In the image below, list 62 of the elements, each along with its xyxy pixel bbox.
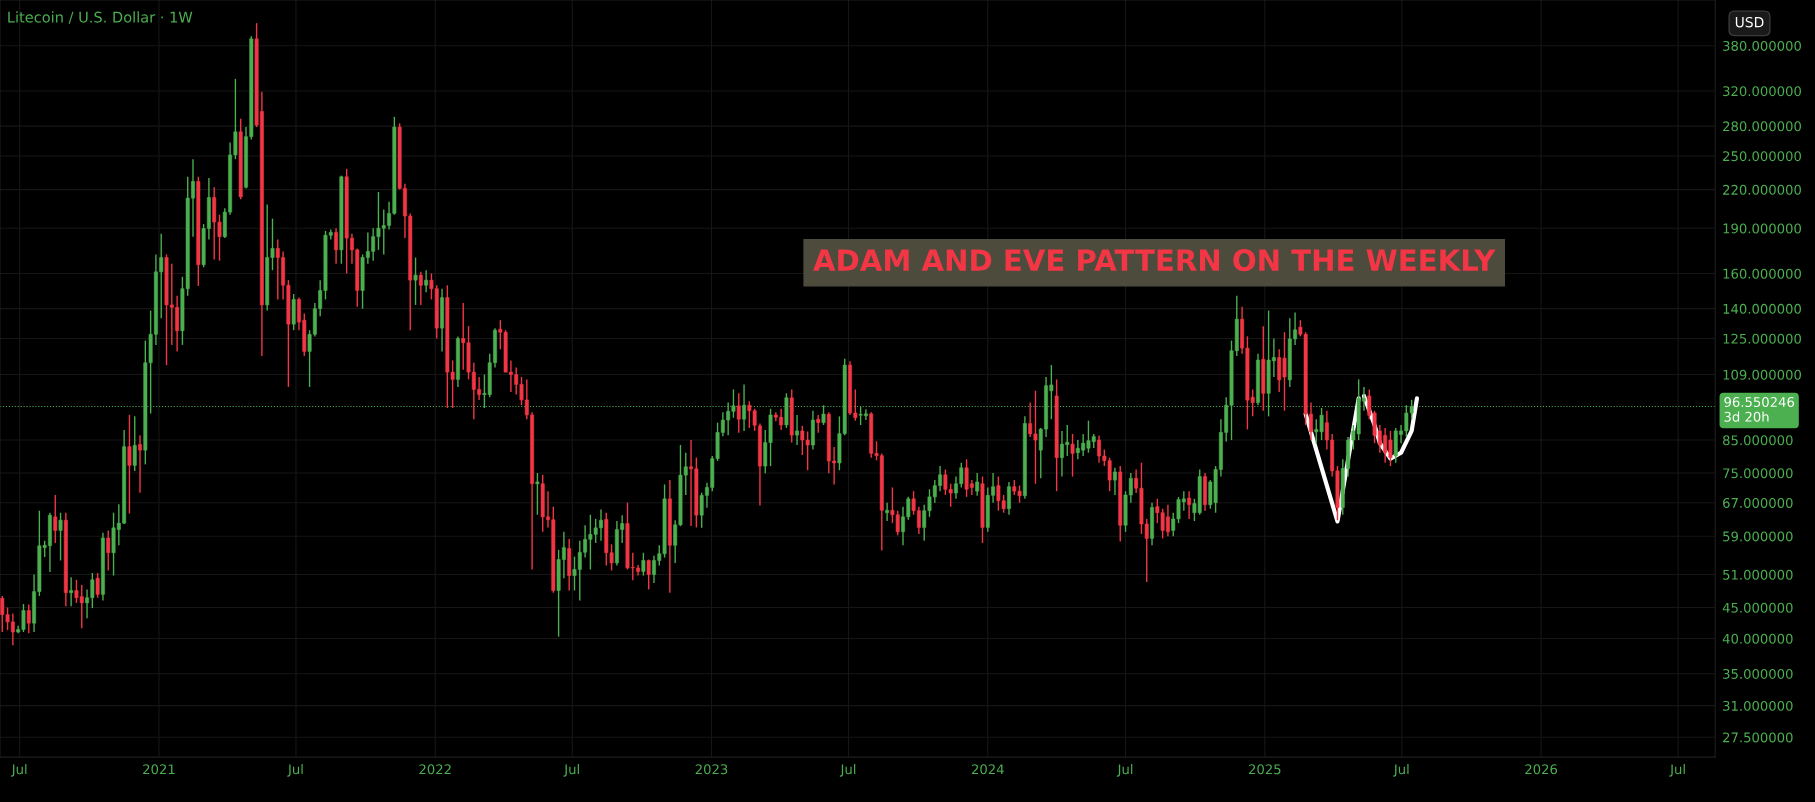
y-tick-label: 220.000000 [1723, 184, 1801, 195]
candlestick [535, 472, 540, 516]
y-tick-label: 380.000000 [1723, 40, 1801, 51]
y-tick-label: 125.000000 [1723, 333, 1801, 344]
y-tick-label: 31.000000 [1723, 700, 1793, 711]
x-tick-label: 2023 [695, 764, 728, 775]
x-tick-label: Jul [1393, 764, 1409, 777]
y-tick-label: 27.500000 [1723, 732, 1793, 743]
x-tick-label: 2025 [1248, 764, 1281, 775]
y-tick-label: 140.000000 [1723, 303, 1801, 314]
candlestick [418, 271, 423, 306]
candlestick [58, 512, 63, 562]
y-tick-label: 45.000000 [1722, 602, 1793, 613]
x-tick-label: Jul [1669, 764, 1685, 777]
candlestick [424, 269, 429, 293]
candlestick [138, 434, 142, 494]
x-tick-label: Jul [1116, 764, 1133, 777]
y-tick-label: 67.000000 [1723, 497, 1793, 508]
candlestick [975, 472, 980, 497]
x-tick-label: Jul [563, 764, 579, 777]
x-tick-label: 2026 [1525, 764, 1558, 775]
x-tick-label: 2022 [419, 764, 451, 775]
y-tick-label: 59.000000 [1723, 531, 1793, 542]
x-tick-label: Jul [287, 764, 303, 777]
candlestick [53, 494, 58, 544]
x-tick-label: Jul [11, 764, 27, 777]
y-tick-label: 109.000000 [1723, 369, 1801, 380]
text: Litecoin / U.S. Dollar · 1W [8, 11, 193, 24]
ref-line-label: 96.550246 3d 20h [1724, 397, 1795, 422]
candlestick [1007, 481, 1011, 516]
y-tick-label: 190.000000 [1723, 223, 1801, 234]
candlestick [132, 415, 137, 472]
y-tick-label: 51.000000 [1723, 569, 1793, 580]
candlestick [641, 552, 646, 577]
y-tick-label: 160.000000 [1723, 268, 1801, 279]
annotation: ADAM AND EVE PATTERN ON THE WEEKLY [813, 249, 1496, 272]
y-tick-label: 40.000000 [1722, 633, 1793, 644]
candlestick [736, 392, 741, 434]
x-tick-label: 2021 [143, 764, 175, 775]
y-tick-label: 75.000000 [1723, 468, 1793, 479]
candlestick [127, 414, 132, 515]
candlestick [885, 502, 890, 522]
candlestick [334, 227, 339, 265]
y-tick-label: 85.000000 [1723, 435, 1793, 446]
candlestick [413, 256, 418, 306]
y-axis-title: USD [1735, 16, 1764, 28]
candlestick [69, 576, 74, 608]
candlestick [795, 414, 799, 446]
candlestick [106, 529, 111, 572]
candlestick [646, 558, 651, 591]
x-tick-label: 2024 [971, 764, 1004, 775]
candlestick [95, 572, 100, 599]
candlestick [1187, 490, 1192, 520]
y-tick-label: 280.000000 [1723, 121, 1801, 132]
x-tick-label: Jul [839, 764, 856, 777]
candlestick [1070, 433, 1075, 478]
y-tick-label: 320.000000 [1723, 86, 1801, 97]
y-tick-label: 35.000000 [1723, 668, 1793, 679]
candlestick [1112, 467, 1117, 496]
candlestick [26, 603, 31, 635]
candlestick [821, 404, 826, 426]
y-tick-label: 250.000000 [1723, 151, 1801, 162]
